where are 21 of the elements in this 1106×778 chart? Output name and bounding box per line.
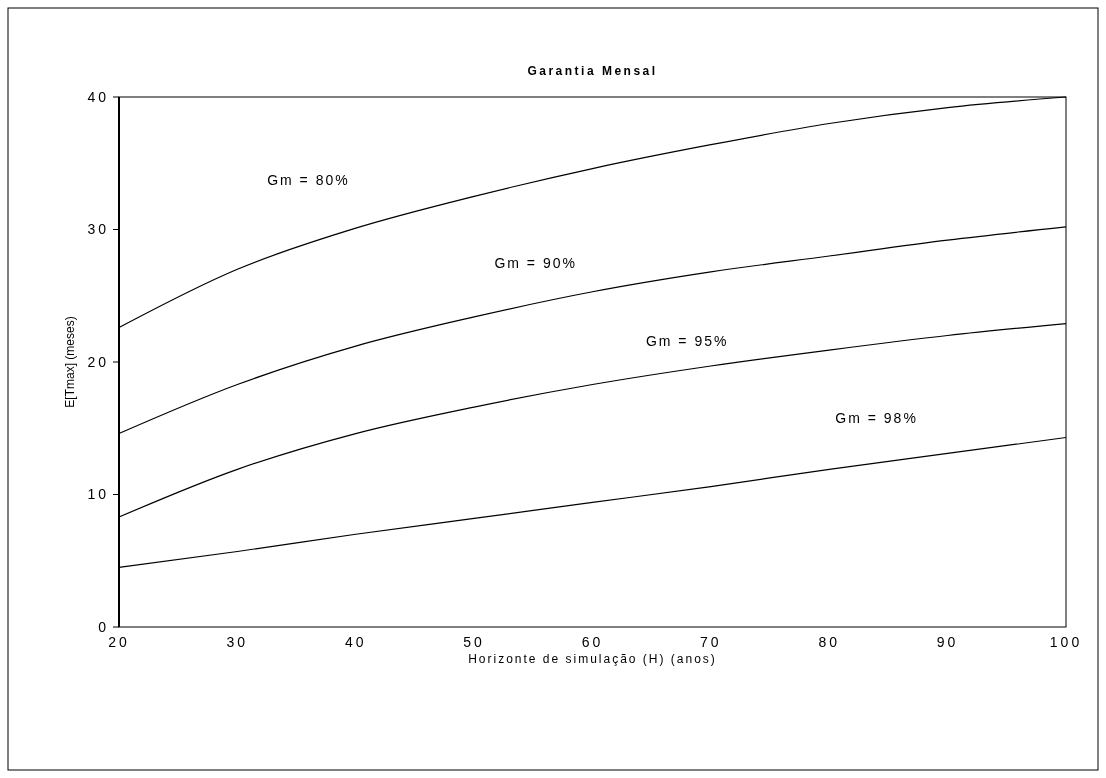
x-tick-label: 60 [581,634,604,650]
x-tick-label: 100 [1049,634,1083,650]
y-axis-title: E[Tmax] (meses) [63,316,77,408]
y-tick-label: 30 [87,221,109,238]
series-label: Gm = 90% [494,254,577,271]
chart-title: Garantia Mensal [527,64,658,78]
y-tick-label: 40 [87,88,109,105]
y-tick-label: 0 [98,618,109,635]
x-tick-label: 80 [818,634,841,650]
x-tick-label: 90 [936,634,959,650]
y-tick-label: 10 [87,486,109,503]
x-axis-title: Horizonte de simulação (H) (anos) [468,652,717,666]
x-tick-label: 50 [463,634,485,650]
x-tick-label: 40 [344,634,367,650]
y-tick-label: 20 [87,353,109,370]
x-tick-label: 70 [700,634,722,650]
text: Gm = 98% [835,409,918,426]
x-tick-label: 20 [108,634,130,650]
text: Gm = 80% [267,171,350,188]
x-tick-label: 30 [226,634,249,650]
series-label: Gm = 95% [645,332,729,349]
